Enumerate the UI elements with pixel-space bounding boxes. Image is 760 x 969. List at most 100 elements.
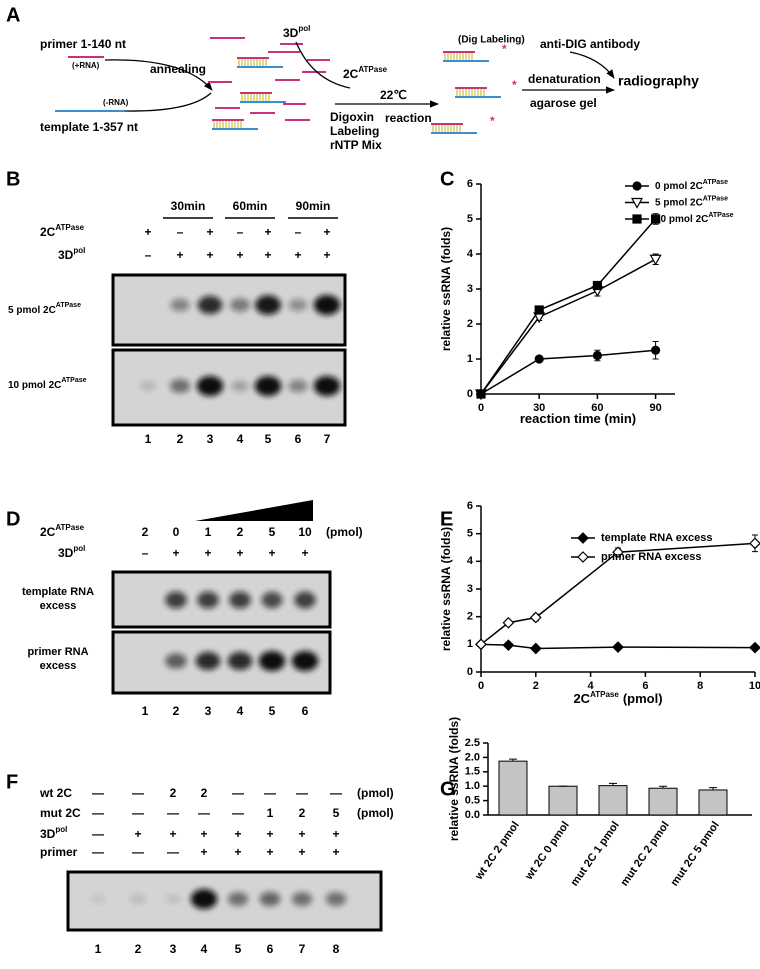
gel-band <box>130 894 146 904</box>
lane-number: 7 <box>299 942 306 956</box>
label-text: 2C <box>573 691 590 706</box>
row-entry: — <box>92 845 104 859</box>
gel-band <box>165 591 187 609</box>
row-entry: 10 <box>298 525 312 539</box>
lane-number: 8 <box>333 942 340 956</box>
time-header: 90min <box>296 199 331 213</box>
label-text: 2C <box>40 225 56 239</box>
lane-number: 4 <box>237 704 244 718</box>
gel <box>111 570 332 629</box>
label-superscript: ATPase <box>590 690 619 699</box>
row-entry: — <box>232 806 244 820</box>
y-tick-label: 4 <box>467 248 474 260</box>
label-text: 2C <box>40 525 56 539</box>
lane-number: 2 <box>173 704 180 718</box>
strand-label: (+RNA) <box>72 61 100 70</box>
gel-band <box>197 295 223 315</box>
row-entry: + <box>234 827 241 841</box>
row-entry: + <box>266 845 273 859</box>
row-entry: 1 <box>205 525 212 539</box>
svg-text:*: * <box>512 78 517 92</box>
step-label: agarose gel <box>530 96 597 110</box>
step-label: radiography <box>618 73 699 89</box>
lane-number: 1 <box>95 942 102 956</box>
label-text: 2C <box>343 67 359 81</box>
data-point <box>529 642 542 655</box>
lane-number: 3 <box>205 704 212 718</box>
row-entry: + <box>301 546 308 560</box>
row-entry: 2 <box>237 525 244 539</box>
bar <box>648 787 678 816</box>
row-entry: + <box>323 225 330 239</box>
time-header: 60min <box>233 199 268 213</box>
series-line <box>480 349 656 395</box>
row-entry: + <box>206 225 213 239</box>
x-tick-label: mut 2C 5 pmol <box>669 820 722 889</box>
reagent: 2CATPase <box>343 65 388 81</box>
label-text: wt 2C <box>39 786 72 800</box>
label-stars: * * * <box>490 42 517 128</box>
row-entry: + <box>298 845 305 859</box>
row-entry: – <box>295 225 302 239</box>
gradient-wedge <box>195 500 313 521</box>
y-axis-label: relative ssRNA (folds) <box>439 227 453 351</box>
y-tick-label: 3 <box>467 583 473 595</box>
gel-band <box>259 891 281 907</box>
data-point <box>534 305 544 315</box>
x-tick-label: 30 <box>533 402 545 414</box>
mix-label: rNTP Mix <box>330 138 382 152</box>
legend-superscript: ATPase <box>703 179 728 186</box>
panel-label: A <box>6 4 20 26</box>
gel-band <box>195 651 221 671</box>
gel-label: 10 pmol 2CATPase <box>8 377 87 391</box>
x-tick-label: 0 <box>478 680 484 692</box>
gel-label: 5 pmol 2CATPase <box>8 302 81 316</box>
data-point <box>650 345 661 355</box>
step-label: anti-DIG antibody <box>540 37 640 51</box>
row-label: primer <box>40 845 78 859</box>
x-tick-label: wt 2C 2 pmol <box>473 820 522 883</box>
row-entry: 0 <box>173 525 180 539</box>
bar <box>548 785 578 816</box>
row-entry: + <box>264 248 271 262</box>
legend-text: 0 pmol 2C <box>655 181 703 192</box>
row-entry: 2 <box>201 786 208 800</box>
gel-band <box>291 892 313 906</box>
lane-number: 5 <box>235 942 242 956</box>
gel-band <box>227 892 249 906</box>
row-entry: + <box>264 225 271 239</box>
panel-label: E <box>440 508 453 530</box>
gel <box>111 273 347 347</box>
data-point <box>749 537 760 550</box>
bar <box>698 789 728 816</box>
gel-band <box>288 379 308 393</box>
step-label: denaturation <box>528 72 601 86</box>
gel-band <box>258 651 286 671</box>
x-tick-label: 4 <box>588 680 595 692</box>
gel-band <box>313 295 341 315</box>
bar <box>598 785 628 816</box>
legend-text: template RNA excess <box>601 532 712 544</box>
y-axis-label: relative ssRNA (folds) <box>447 717 461 841</box>
temperature: 22℃ <box>380 88 407 102</box>
row-entry: — <box>167 845 179 859</box>
row-entry: + <box>332 845 339 859</box>
row-entry: + <box>236 546 243 560</box>
arrow <box>104 59 213 91</box>
gel-band <box>291 651 319 671</box>
x-tick-label: 8 <box>697 680 703 692</box>
lane-number: 2 <box>135 942 142 956</box>
y-tick-label: 1.0 <box>465 780 480 792</box>
label: (Dig Labeling) <box>458 35 525 46</box>
lane-number: 3 <box>170 942 177 956</box>
y-tick-label: 0.5 <box>465 795 480 807</box>
label-text: 3D <box>40 827 56 841</box>
row-label: 3Dpol <box>58 246 85 262</box>
y-tick-label: 4 <box>467 555 474 567</box>
label-text: primer <box>40 845 78 859</box>
arrow <box>124 92 212 112</box>
label-suffix: (pmol) <box>623 691 663 706</box>
row-entry: – <box>142 546 149 560</box>
